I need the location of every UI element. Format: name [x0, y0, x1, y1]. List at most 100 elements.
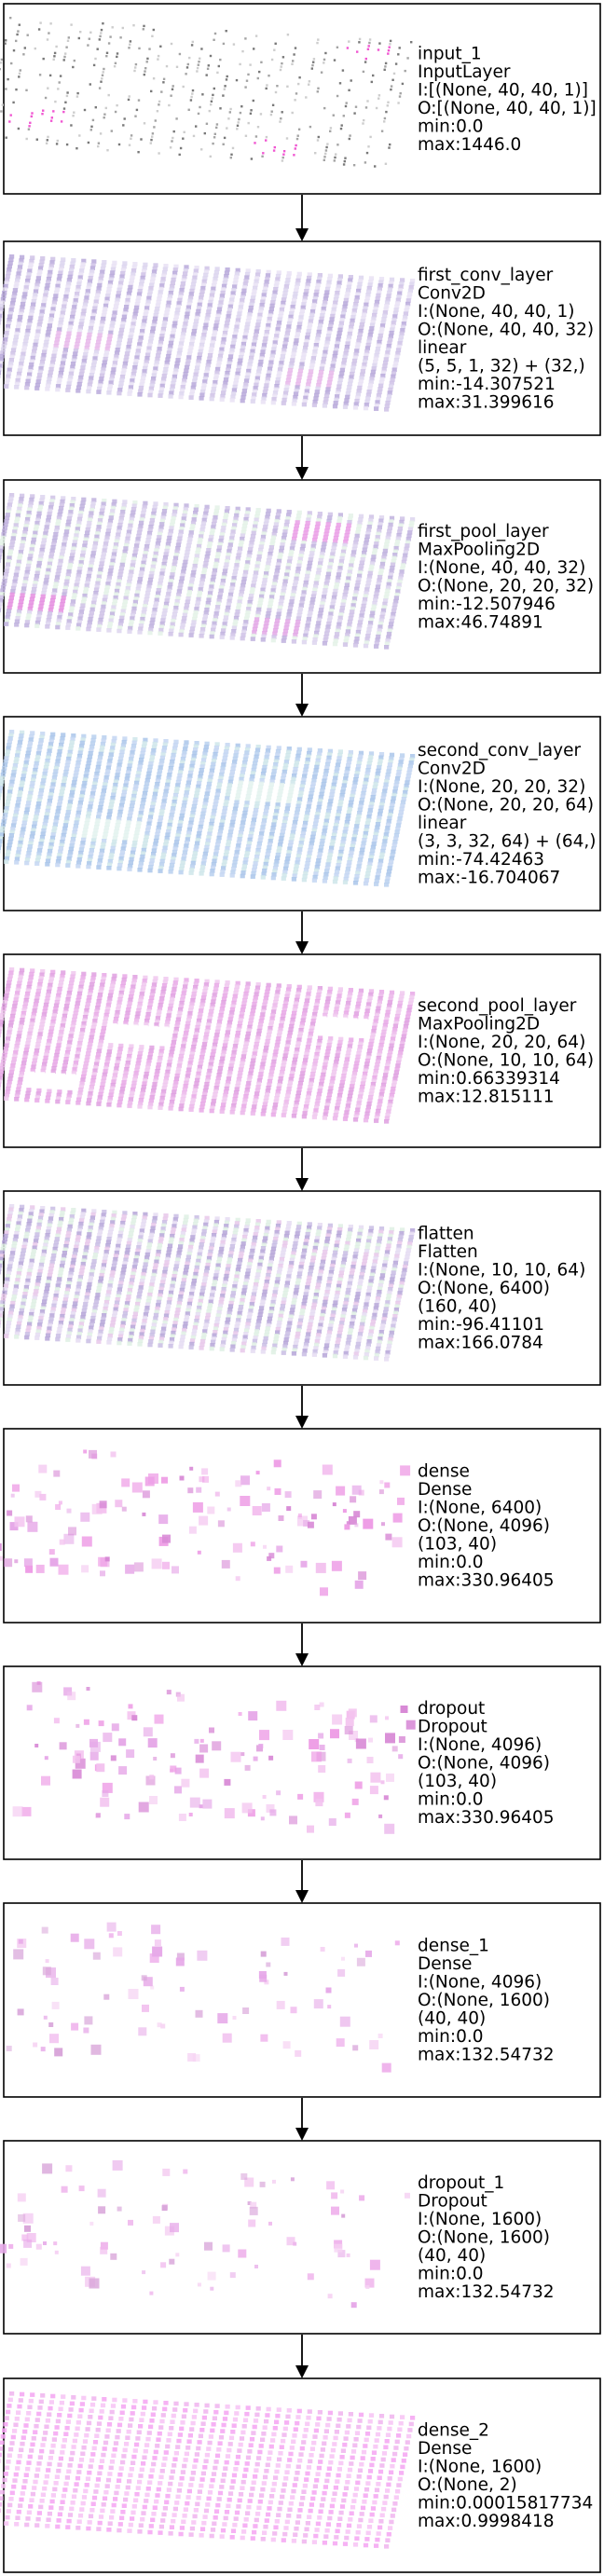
activation-cell	[323, 106, 326, 110]
activation-cell	[141, 613, 146, 618]
activation-cell	[78, 797, 84, 802]
activation-cell	[334, 769, 339, 774]
activation-cell	[117, 337, 122, 342]
activation-cell	[301, 302, 307, 307]
activation-cell	[91, 498, 97, 502]
activation-cell	[62, 536, 68, 541]
activation-cell	[213, 323, 219, 328]
activation-cell	[329, 127, 333, 130]
activation-cell	[174, 786, 180, 791]
activation-cell	[19, 833, 24, 839]
activation-cell	[146, 530, 153, 536]
activation-cell	[130, 372, 136, 377]
activation-cell	[213, 799, 219, 803]
activation-cell	[206, 306, 213, 311]
activation-cell	[202, 851, 208, 856]
activation-cell	[222, 859, 227, 864]
activation-cell	[311, 63, 314, 67]
activation-cell	[309, 784, 316, 789]
activation-cell	[184, 606, 189, 611]
activation-cell	[316, 383, 322, 388]
activation-cell	[23, 573, 29, 578]
activation-cell	[128, 623, 133, 627]
activation-cell	[268, 785, 274, 790]
activation-cell	[278, 363, 283, 369]
activation-cell	[209, 768, 214, 774]
activation-cell	[99, 377, 104, 381]
activation-cell	[357, 332, 363, 337]
activation-cell	[156, 299, 161, 305]
activation-cell	[131, 843, 137, 849]
activation-cell	[37, 373, 43, 377]
activation-cell	[63, 55, 66, 59]
activation-cell	[156, 588, 161, 593]
activation-cell	[199, 868, 205, 873]
activation-cell	[213, 748, 219, 753]
activation-cell	[30, 781, 35, 786]
activation-cell	[395, 350, 401, 356]
activation-cell	[397, 102, 400, 104]
activation-cell	[68, 612, 74, 617]
activation-cell	[309, 600, 315, 606]
activation-cell	[254, 570, 259, 575]
activation-cell	[201, 517, 207, 523]
activation-cell	[303, 580, 309, 585]
activation-cell	[14, 331, 20, 336]
activation-cell	[281, 539, 286, 544]
activation-cell	[288, 602, 294, 608]
activation-cell	[254, 807, 259, 813]
activation-cell	[22, 530, 28, 535]
activation-cell	[366, 524, 372, 529]
activation-cell	[0, 588, 6, 594]
activation-cell	[241, 763, 247, 769]
activation-cell	[254, 857, 259, 863]
activation-cell	[257, 600, 263, 606]
activation-cell	[328, 562, 334, 567]
activation-cell	[288, 314, 294, 320]
activation-cell	[330, 788, 336, 794]
activation-cell	[134, 115, 137, 117]
activation-cell	[182, 274, 187, 280]
activation-cell	[90, 262, 96, 267]
activation-cell	[152, 795, 158, 800]
activation-cell	[143, 603, 148, 609]
activation-cell	[117, 625, 123, 630]
activation-cell	[11, 344, 17, 349]
activation-cell	[199, 339, 205, 344]
activation-cell	[64, 762, 70, 768]
activation-cell	[376, 581, 381, 586]
activation-cell	[46, 755, 51, 760]
activation-cell	[169, 862, 175, 868]
activation-cell	[285, 566, 291, 570]
activation-cell	[214, 317, 220, 322]
activation-cell	[318, 557, 323, 563]
activation-cell	[169, 526, 174, 530]
activation-cell	[226, 602, 231, 607]
activation-cell	[182, 513, 187, 518]
activation-cell	[303, 530, 309, 535]
activation-cell	[362, 547, 367, 553]
activation-cell	[25, 803, 31, 809]
activation-cell	[183, 267, 188, 273]
activation-cell	[33, 767, 38, 773]
activation-cell	[198, 537, 203, 542]
activation-cell	[22, 53, 25, 56]
activation-cell	[240, 295, 245, 300]
activation-cell	[192, 563, 198, 569]
activation-cell	[90, 500, 96, 506]
activation-cell	[130, 378, 135, 383]
activation-cell	[26, 797, 32, 802]
activation-cell	[46, 618, 51, 623]
activation-cell	[358, 37, 362, 41]
activation-cell	[10, 350, 16, 356]
activation-cell	[255, 322, 261, 327]
activation-cell	[339, 555, 345, 561]
activation-cell	[392, 364, 398, 369]
activation-cell	[355, 292, 361, 296]
activation-cell	[48, 845, 53, 850]
activation-cell	[338, 562, 344, 568]
activation-cell	[45, 759, 50, 763]
activation-cell	[233, 566, 239, 571]
activation-cell	[83, 828, 89, 832]
activation-cell	[57, 749, 62, 754]
